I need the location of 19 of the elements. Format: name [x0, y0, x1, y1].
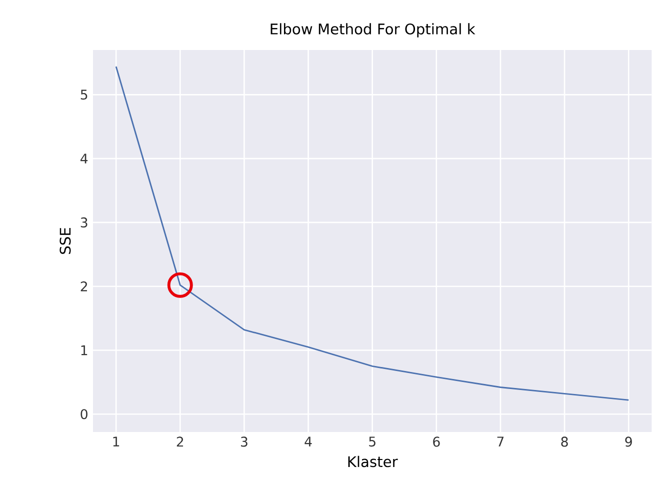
y-tick-label: 5 — [80, 90, 88, 100]
x-tick-label: 6 — [433, 436, 440, 447]
x-tick-label: 9 — [625, 436, 632, 447]
y-tick-label: 1 — [81, 345, 88, 356]
x-tick-label: 4 — [304, 436, 312, 446]
x-tick-label: 5 — [369, 436, 376, 447]
line-series — [115, 66, 630, 401]
x-tick-label: 7 — [497, 436, 504, 446]
chart-title: Elbow Method For Optimal k — [270, 23, 476, 38]
x-tick-label: 8 — [561, 436, 568, 447]
x-tick-label: 2 — [176, 436, 184, 447]
y-tick-label: 2 — [80, 281, 87, 292]
y-axis-title: SSE — [60, 228, 71, 254]
y-tick-label: 3 — [80, 217, 88, 228]
x-tick-label: 1 — [113, 436, 120, 446]
y-tick-label: 0 — [80, 409, 88, 420]
x-tick-label: 3 — [240, 436, 248, 447]
x-axis-title: Klaster — [348, 456, 398, 468]
y-tick-label: 4 — [80, 154, 88, 164]
